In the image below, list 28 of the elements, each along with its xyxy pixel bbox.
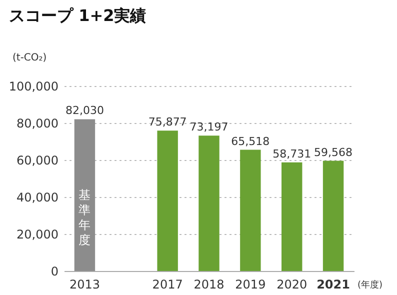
y-tick-label: 40,000 xyxy=(16,190,58,204)
y-tick-label: 80,000 xyxy=(16,116,58,130)
bar xyxy=(322,160,344,271)
y-tick-label: 20,000 xyxy=(16,228,58,242)
y-tick-label: 100,000 xyxy=(8,80,58,94)
data-label: 75,877 xyxy=(148,116,187,129)
annotation: 基準年度 xyxy=(78,188,91,248)
x-tick-label: 2020 xyxy=(276,278,308,292)
data-label: 65,518 xyxy=(231,134,270,148)
data-label: 82,030 xyxy=(65,104,104,118)
bar xyxy=(240,150,261,271)
bar xyxy=(282,162,302,271)
data-label: 58,731 xyxy=(272,147,312,160)
x-tick-label: 2019 xyxy=(235,278,266,292)
x-tick-label: 2017 xyxy=(152,278,183,292)
x-tick-label: 2013 xyxy=(69,278,100,292)
x-axis-title: (年度) xyxy=(358,280,383,290)
y-axis-title: (t-CO₂) xyxy=(12,52,47,64)
data-label: 73,197 xyxy=(190,120,228,134)
y-tick-label: 0 xyxy=(50,264,58,278)
chart-title: スコープ 1+2実績 xyxy=(9,6,146,25)
x-tick-label: 2018 xyxy=(194,278,224,292)
x-tick-label: 2021 xyxy=(316,278,350,292)
y-tick-label: 60,000 xyxy=(16,154,58,168)
bar xyxy=(157,130,178,271)
data-label: 59,568 xyxy=(314,146,353,159)
bar xyxy=(198,136,220,271)
bar xyxy=(74,119,96,271)
